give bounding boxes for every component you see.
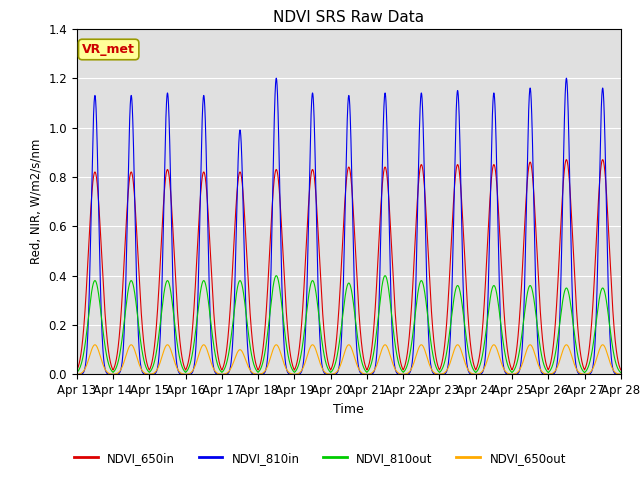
NDVI_810out [90, 278, 98, 284]
Text: VR_met: VR_met [82, 43, 135, 56]
Line: NDVI_650out: NDVI_650out [77, 345, 621, 374]
X-axis label: Time: Time [333, 403, 364, 416]
NDVI_810out [361, 367, 369, 372]
NDVI_650out [545, 372, 552, 377]
NDVI_810in [563, 75, 570, 81]
NDVI_810out [273, 273, 280, 278]
Line: NDVI_810out: NDVI_810out [77, 276, 621, 372]
NDVI_810out [204, 291, 211, 297]
NDVI_650out [132, 352, 140, 358]
NDVI_810in [73, 372, 81, 377]
NDVI_810in [617, 372, 625, 377]
NDVI_650in [90, 171, 98, 177]
NDVI_810out [617, 370, 625, 375]
NDVI_810in [361, 372, 369, 377]
NDVI_810in [545, 372, 552, 377]
NDVI_650out [90, 342, 98, 348]
NDVI_650out [617, 372, 625, 377]
NDVI_810out [192, 324, 200, 330]
NDVI_650in [617, 367, 625, 373]
NDVI_810in [132, 259, 140, 264]
NDVI_810in [204, 204, 211, 210]
Legend: NDVI_650in, NDVI_810in, NDVI_810out, NDVI_650out: NDVI_650in, NDVI_810in, NDVI_810out, NDV… [69, 447, 571, 469]
NDVI_810in [218, 372, 226, 377]
NDVI_650in [132, 218, 140, 224]
NDVI_650in [204, 199, 211, 204]
Line: NDVI_810in: NDVI_810in [77, 78, 621, 374]
NDVI_650in [73, 367, 81, 373]
NDVI_810in [192, 341, 200, 347]
NDVI_650out [218, 372, 226, 377]
Line: NDVI_650in: NDVI_650in [77, 160, 621, 370]
NDVI_650out [204, 348, 211, 354]
NDVI_810out [545, 370, 552, 375]
Title: NDVI SRS Raw Data: NDVI SRS Raw Data [273, 10, 424, 25]
NDVI_650in [599, 157, 607, 163]
NDVI_650in [545, 367, 552, 372]
Y-axis label: Red, NIR, W/m2/s/nm: Red, NIR, W/m2/s/nm [30, 139, 43, 264]
NDVI_650out [192, 360, 200, 366]
NDVI_650out [91, 342, 99, 348]
NDVI_810out [73, 370, 81, 375]
NDVI_650out [361, 371, 369, 377]
NDVI_650out [73, 372, 81, 377]
NDVI_810in [90, 99, 98, 105]
NDVI_650in [361, 360, 369, 366]
NDVI_810out [132, 300, 140, 306]
NDVI_650in [192, 269, 200, 275]
